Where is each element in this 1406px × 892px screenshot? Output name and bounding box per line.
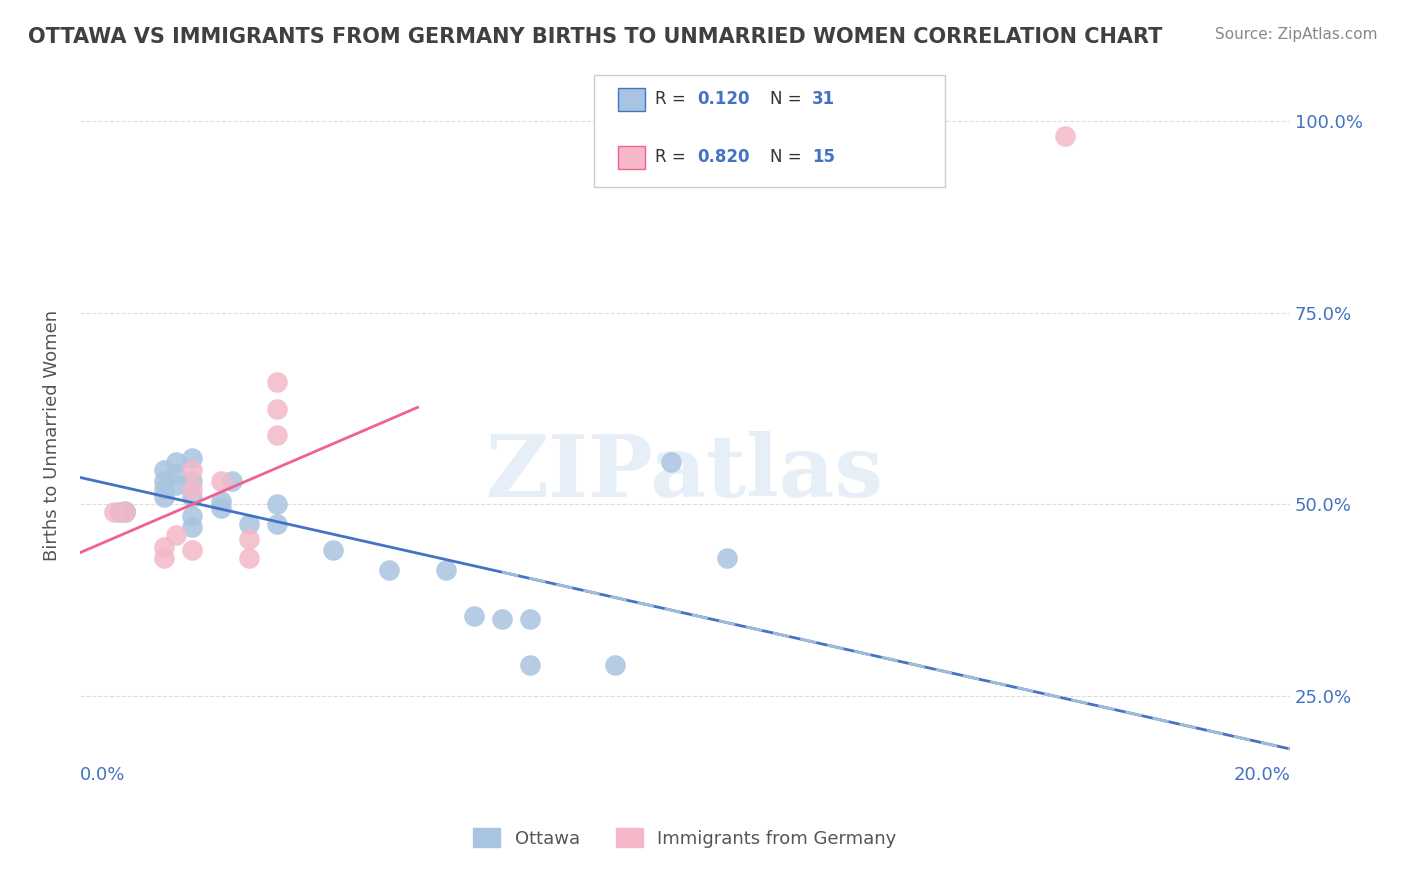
Point bbox=[519, 612, 541, 626]
Text: N =: N = bbox=[769, 90, 807, 109]
Point bbox=[103, 505, 125, 519]
Point bbox=[153, 463, 176, 477]
Point bbox=[378, 563, 401, 577]
Text: R =: R = bbox=[655, 148, 690, 166]
Point bbox=[114, 503, 136, 517]
Point bbox=[153, 551, 176, 566]
Legend: Ottawa, Immigrants from Germany: Ottawa, Immigrants from Germany bbox=[465, 821, 904, 855]
FancyBboxPatch shape bbox=[619, 88, 645, 111]
Point bbox=[238, 532, 260, 546]
Text: N =: N = bbox=[769, 148, 807, 166]
Text: Source: ZipAtlas.com: Source: ZipAtlas.com bbox=[1215, 27, 1378, 42]
Point bbox=[1053, 129, 1076, 144]
Point bbox=[153, 475, 176, 489]
Point bbox=[165, 467, 187, 481]
Point bbox=[238, 516, 260, 531]
Point bbox=[266, 375, 288, 389]
FancyBboxPatch shape bbox=[595, 75, 945, 187]
Point bbox=[209, 501, 232, 516]
FancyBboxPatch shape bbox=[619, 146, 645, 169]
Point bbox=[266, 401, 288, 416]
Point bbox=[108, 505, 131, 519]
Point bbox=[114, 505, 136, 519]
Point bbox=[153, 540, 176, 554]
Point bbox=[221, 475, 243, 489]
Point bbox=[181, 520, 204, 534]
Point bbox=[322, 543, 344, 558]
Point bbox=[165, 528, 187, 542]
Text: 31: 31 bbox=[813, 90, 835, 109]
Point bbox=[153, 490, 176, 504]
Text: 15: 15 bbox=[813, 148, 835, 166]
Point bbox=[266, 428, 288, 442]
Point bbox=[209, 475, 232, 489]
Text: 20.0%: 20.0% bbox=[1233, 766, 1291, 784]
Point bbox=[181, 475, 204, 489]
Point bbox=[181, 451, 204, 466]
Text: R =: R = bbox=[655, 90, 690, 109]
Text: 0.0%: 0.0% bbox=[80, 766, 125, 784]
Point bbox=[266, 516, 288, 531]
Point bbox=[491, 612, 513, 626]
Point bbox=[519, 658, 541, 673]
Point bbox=[114, 505, 136, 519]
Point bbox=[716, 551, 738, 566]
Point bbox=[463, 608, 485, 623]
Point bbox=[165, 455, 187, 469]
Point bbox=[165, 478, 187, 492]
Text: OTTAWA VS IMMIGRANTS FROM GERMANY BIRTHS TO UNMARRIED WOMEN CORRELATION CHART: OTTAWA VS IMMIGRANTS FROM GERMANY BIRTHS… bbox=[28, 27, 1163, 46]
Point bbox=[181, 508, 204, 523]
Point bbox=[238, 551, 260, 566]
Point bbox=[603, 658, 626, 673]
Point bbox=[181, 543, 204, 558]
Text: 0.120: 0.120 bbox=[697, 90, 749, 109]
Point bbox=[659, 455, 682, 469]
Text: 0.820: 0.820 bbox=[697, 148, 749, 166]
Point bbox=[209, 493, 232, 508]
Point bbox=[181, 482, 204, 496]
Text: ZIPatlas: ZIPatlas bbox=[486, 431, 884, 515]
Point bbox=[266, 497, 288, 511]
Point bbox=[181, 463, 204, 477]
Y-axis label: Births to Unmarried Women: Births to Unmarried Women bbox=[44, 310, 60, 561]
Point bbox=[153, 482, 176, 496]
Point bbox=[434, 563, 457, 577]
Point bbox=[181, 490, 204, 504]
